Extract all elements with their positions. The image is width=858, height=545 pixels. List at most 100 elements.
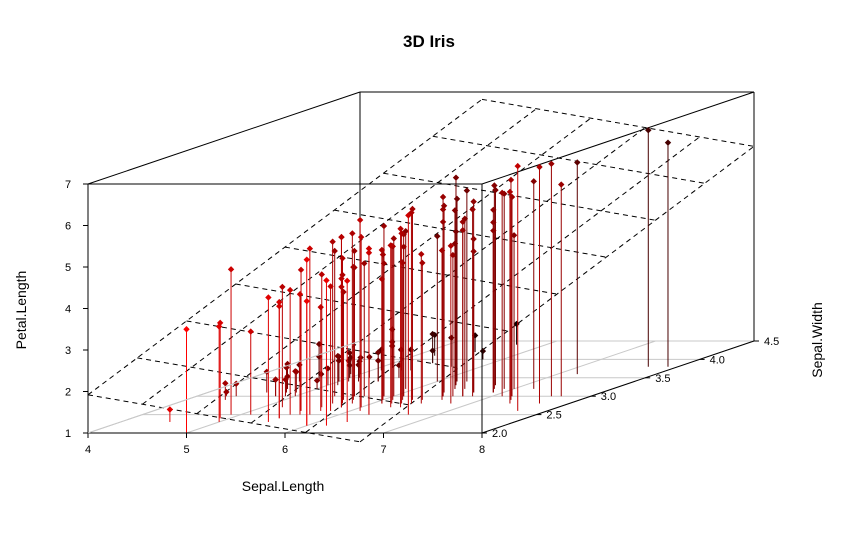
data-point [397, 225, 404, 232]
z-tick-label: 7 [65, 179, 71, 191]
x-tick-label: 6 [282, 444, 288, 456]
x-tick-label: 5 [183, 444, 189, 456]
data-point [247, 328, 254, 335]
z-tick-label: 4 [65, 304, 71, 316]
data-point [507, 176, 515, 184]
data-point [664, 139, 672, 146]
data-point [306, 245, 314, 252]
data-point [272, 376, 279, 383]
data-point [470, 198, 477, 205]
x-axis-label: Sepal.Length [242, 478, 325, 494]
data-point [378, 246, 386, 254]
data-point [379, 251, 387, 258]
data-point [459, 218, 466, 226]
data-point [452, 174, 460, 181]
data-point [222, 380, 229, 387]
data-point [453, 195, 461, 203]
data-point [286, 286, 294, 294]
chart-title: 3D Iris [403, 32, 455, 51]
floor-grid-line [383, 340, 656, 434]
data-point [297, 266, 305, 274]
floor-grid-line [186, 340, 459, 434]
x-tick-label: 4 [85, 444, 91, 456]
data-point [498, 189, 506, 197]
data-point [510, 232, 518, 239]
data-point [390, 235, 397, 242]
y-tick-label: 3.5 [655, 373, 670, 385]
z-tick-label: 1 [65, 428, 71, 440]
y-tick-label: 4.5 [764, 336, 779, 348]
data-point [439, 206, 447, 213]
box-edge [87, 340, 361, 434]
plane-line [137, 357, 410, 406]
plane-line [359, 145, 755, 443]
data-point [313, 377, 321, 384]
data-point [451, 207, 459, 214]
data-point [558, 181, 565, 188]
data-point [365, 245, 373, 252]
data-point [438, 247, 446, 254]
box-edge [481, 91, 755, 185]
data-point [276, 298, 283, 306]
data-point [183, 326, 190, 333]
data-point [405, 212, 412, 219]
data-point [429, 330, 436, 338]
x-tick-label: 7 [380, 444, 386, 456]
x-tick-label: 8 [479, 444, 485, 456]
data-point [338, 233, 345, 241]
plane-line [383, 172, 656, 221]
plane-line [334, 209, 607, 258]
z-tick-label: 2 [65, 387, 71, 399]
data-point [227, 266, 235, 273]
data-point [574, 159, 581, 166]
data-point [223, 388, 230, 396]
z-tick-label: 3 [65, 345, 71, 357]
plane-line [481, 98, 755, 147]
data-point [463, 187, 471, 194]
z-tick-label: 6 [65, 221, 71, 233]
data-point [408, 209, 415, 216]
data-point [418, 250, 425, 258]
plane-line [87, 394, 361, 443]
y-tick-label: 4.0 [710, 354, 725, 366]
data-point [292, 368, 299, 375]
data-point [375, 349, 382, 356]
data-point [447, 242, 455, 250]
data-point [282, 376, 289, 383]
data-point [429, 347, 436, 354]
data-point [645, 127, 652, 134]
data-point [514, 162, 521, 170]
data-point [490, 206, 497, 214]
data-point [380, 222, 388, 230]
data-point [279, 283, 286, 291]
box-edge [481, 340, 755, 434]
data-point [469, 206, 476, 213]
data-point [276, 303, 283, 310]
y-axis-label: Sepal.Width [809, 302, 825, 377]
data-point [343, 277, 351, 285]
data-point [296, 291, 304, 298]
data-point [166, 406, 174, 413]
y-tick-label: 3.0 [601, 391, 616, 403]
box-edge [87, 91, 361, 185]
plane-line [235, 283, 508, 332]
data-point [356, 216, 364, 224]
data-point [387, 242, 394, 249]
plane-line [186, 320, 459, 369]
data-point [357, 233, 365, 241]
data-point [513, 320, 520, 328]
data-point [265, 294, 272, 301]
data-point [317, 303, 324, 311]
data-point [350, 263, 357, 271]
data-point [479, 347, 487, 355]
y-tick-label: 2.5 [546, 410, 561, 422]
data-point [361, 260, 368, 267]
data-point [439, 218, 447, 226]
data-point [329, 238, 336, 245]
z-tick-label: 5 [65, 262, 71, 274]
data-point [349, 230, 356, 237]
data-point [323, 277, 330, 284]
data-point [508, 193, 516, 201]
y-tick-label: 2.0 [492, 428, 507, 440]
